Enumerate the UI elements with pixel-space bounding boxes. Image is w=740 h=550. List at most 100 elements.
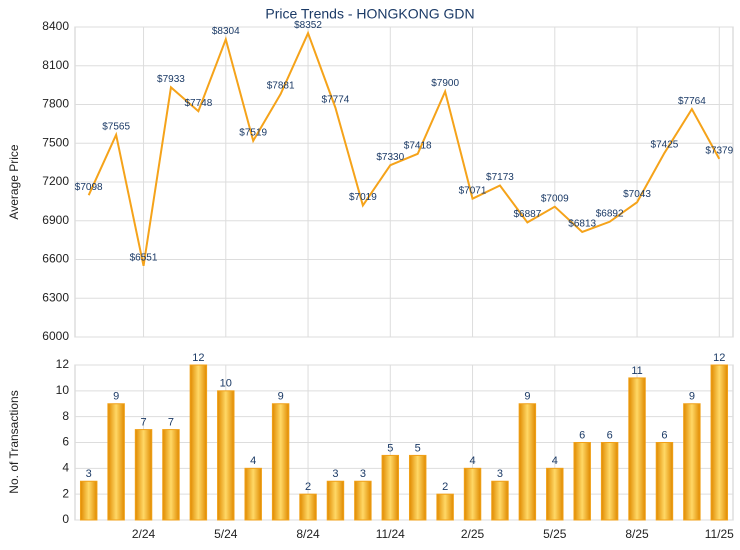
bar — [217, 390, 235, 521]
y-tick-label: 6000 — [42, 329, 69, 343]
y-tick-label: 7500 — [42, 135, 69, 149]
data-label: 3 — [497, 468, 503, 480]
data-label: $7009 — [541, 193, 569, 204]
data-label: $8352 — [294, 20, 322, 31]
bar — [326, 480, 345, 521]
data-label: $7774 — [322, 94, 350, 105]
data-label: 12 — [713, 352, 725, 364]
y-tick-label: 2 — [62, 486, 69, 500]
bar — [408, 454, 427, 521]
y-tick-label: 6900 — [42, 213, 69, 227]
data-label: 6 — [579, 429, 585, 441]
data-label: $8304 — [212, 26, 240, 37]
data-label: $6551 — [130, 252, 158, 263]
y-tick-label: 6300 — [42, 290, 69, 304]
bar — [463, 467, 482, 521]
data-label: 12 — [192, 352, 204, 364]
data-label: 9 — [113, 391, 119, 403]
data-label: 2 — [305, 481, 311, 493]
data-label: $7519 — [239, 127, 267, 138]
data-label: 4 — [469, 455, 475, 467]
data-label: $7748 — [184, 98, 212, 109]
bar — [518, 403, 537, 521]
bar — [134, 429, 153, 521]
data-label: 3 — [332, 468, 338, 480]
data-label: $7900 — [431, 78, 459, 89]
data-label: 3 — [86, 468, 92, 480]
x-tick-label: 5/25 — [543, 527, 567, 541]
x-tick-label: 8/25 — [625, 527, 649, 541]
data-label: 6 — [661, 429, 667, 441]
data-label: 4 — [250, 455, 256, 467]
data-label: 5 — [415, 442, 421, 454]
x-tick-label: 2/25 — [461, 527, 485, 541]
y-tick-label: 10 — [56, 383, 70, 397]
y-tick-label: 8100 — [42, 58, 69, 72]
bar — [79, 480, 98, 521]
price-line — [87, 30, 721, 267]
chart-title: Price Trends - HONGKONG GDN — [265, 6, 474, 22]
data-label: $7098 — [75, 182, 103, 193]
y-tick-label: 0 — [62, 512, 69, 526]
data-label: 6 — [607, 429, 613, 441]
data-label: $7173 — [486, 172, 514, 183]
x-tick-label: 11/24 — [376, 527, 405, 541]
bar — [299, 493, 317, 521]
data-label: 4 — [552, 455, 558, 467]
y-tick-label: 6 — [62, 435, 69, 449]
data-label: 7 — [168, 416, 174, 428]
data-label: $7418 — [404, 140, 432, 151]
bar — [628, 377, 646, 521]
y-tick-label: 7800 — [42, 97, 69, 111]
bar — [189, 364, 208, 521]
bar — [546, 467, 564, 521]
bar — [354, 480, 372, 521]
data-label: 7 — [140, 416, 146, 428]
x-tick-label: 2/24 — [132, 527, 156, 541]
data-label: $7933 — [157, 74, 185, 85]
data-label: $6892 — [596, 208, 624, 219]
bar — [244, 467, 262, 521]
data-label: 5 — [387, 442, 393, 454]
x-tick-label: 5/24 — [214, 527, 238, 541]
data-label: $6813 — [568, 219, 596, 230]
data-label: $7043 — [623, 189, 651, 200]
y-axis-label: No. of Transactions — [7, 390, 21, 493]
bar — [600, 442, 619, 521]
data-label: 9 — [278, 391, 284, 403]
y-tick-label: 7200 — [42, 174, 69, 188]
data-label: $7425 — [651, 140, 679, 151]
data-label: 11 — [631, 365, 642, 377]
data-label: $7565 — [102, 121, 130, 132]
bar — [491, 480, 509, 521]
bar — [162, 429, 180, 521]
data-label: 2 — [442, 481, 448, 493]
data-label: $7881 — [267, 81, 295, 92]
y-axis-label: Average Price — [7, 144, 21, 219]
data-label: $7071 — [459, 185, 487, 196]
data-label: 10 — [220, 378, 232, 390]
bar — [436, 493, 454, 521]
data-label: 9 — [689, 391, 695, 403]
y-tick-label: 4 — [62, 461, 69, 475]
data-label: 9 — [524, 391, 530, 403]
data-label: $7019 — [349, 192, 377, 203]
bar — [655, 442, 674, 521]
data-label: 3 — [360, 468, 366, 480]
data-label: $7330 — [376, 152, 404, 163]
bar — [271, 403, 290, 521]
x-tick-label: 8/24 — [296, 527, 320, 541]
data-label: $6887 — [513, 209, 541, 220]
bar — [573, 442, 591, 521]
data-label: $7764 — [678, 96, 706, 107]
y-tick-label: 8400 — [42, 19, 69, 33]
bar — [683, 403, 701, 521]
bar — [710, 364, 729, 521]
data-label: $7379 — [705, 146, 733, 157]
bar — [107, 403, 125, 521]
bar — [381, 454, 400, 521]
x-tick-label: 11/25 — [705, 527, 734, 541]
y-tick-label: 6600 — [42, 252, 69, 266]
y-tick-label: 8 — [62, 409, 69, 423]
